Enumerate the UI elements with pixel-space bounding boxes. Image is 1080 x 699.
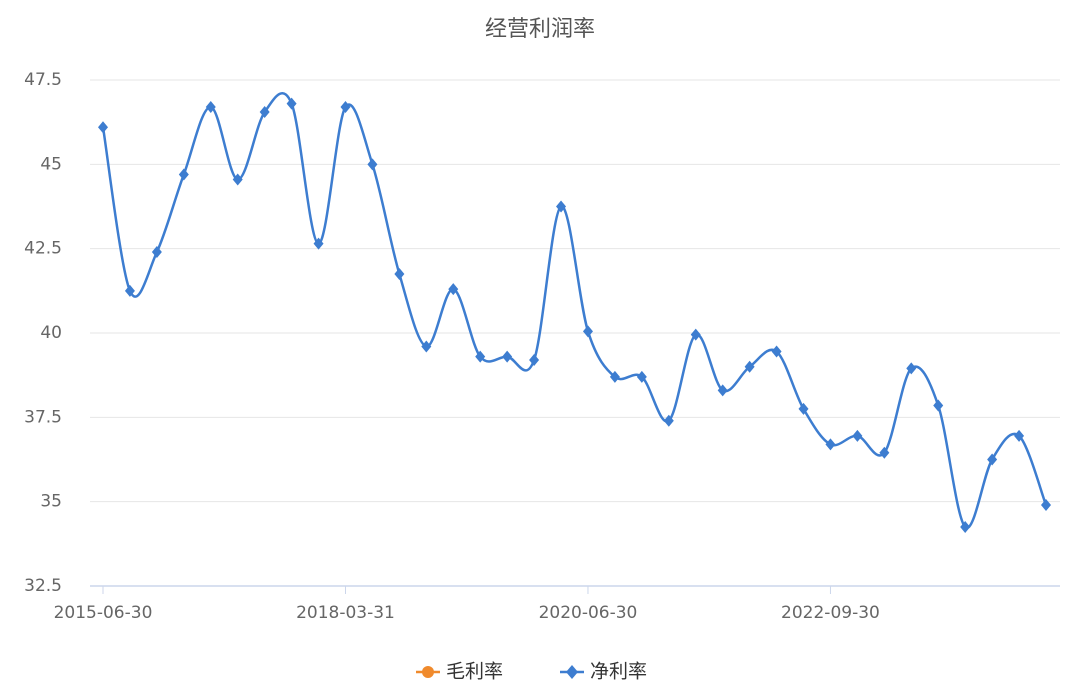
point-marker — [987, 453, 998, 466]
point-marker — [1014, 429, 1025, 442]
point-marker — [852, 429, 863, 442]
y-tick-label: 45 — [40, 154, 62, 174]
point-marker — [340, 100, 351, 113]
point-marker — [798, 402, 809, 415]
point-marker — [825, 438, 836, 451]
x-tick-label: 2020-06-30 — [539, 603, 638, 623]
point-marker — [124, 284, 135, 297]
y-tick-label: 47.5 — [24, 70, 62, 90]
legend-marker — [566, 665, 578, 679]
legend-marker — [422, 666, 434, 678]
point-marker — [448, 283, 459, 296]
point-marker — [475, 350, 486, 363]
x-tick-label: 2015-06-30 — [54, 603, 153, 623]
legend-label: 毛利率 — [446, 661, 503, 683]
point-marker — [744, 360, 755, 373]
point-marker — [933, 399, 944, 412]
point-marker — [529, 353, 540, 366]
point-marker — [502, 350, 513, 363]
point-marker — [556, 200, 567, 213]
point-marker — [259, 106, 270, 119]
y-tick-label: 42.5 — [24, 239, 62, 259]
x-tick-label: 2018-03-31 — [296, 603, 395, 623]
point-marker — [151, 246, 162, 259]
point-marker — [663, 414, 674, 427]
y-tick-label: 32.5 — [24, 576, 62, 596]
point-marker — [636, 370, 647, 383]
point-marker — [313, 237, 324, 250]
point-marker — [1041, 499, 1051, 512]
point-marker — [394, 267, 405, 280]
point-marker — [690, 328, 701, 341]
point-marker — [421, 340, 432, 353]
legend-label: 净利率 — [590, 661, 647, 683]
point-marker — [205, 100, 216, 113]
series-line — [101, 92, 1048, 529]
point-marker — [771, 345, 782, 358]
point-marker — [232, 173, 243, 186]
point-marker — [717, 384, 728, 397]
point-marker — [582, 325, 593, 338]
x-tick-label: 2022-09-30 — [781, 603, 880, 623]
point-marker — [609, 370, 620, 383]
point-marker — [178, 168, 189, 181]
chart-title: 经营利润率 — [485, 17, 595, 42]
y-tick-label: 37.5 — [24, 407, 62, 427]
point-marker — [98, 121, 108, 134]
point-marker — [960, 520, 971, 533]
point-marker — [879, 446, 890, 459]
y-tick-label: 35 — [40, 492, 62, 512]
point-marker — [286, 97, 297, 110]
y-tick-label: 40 — [40, 323, 62, 343]
point-marker — [367, 158, 378, 171]
point-marker — [906, 362, 917, 375]
